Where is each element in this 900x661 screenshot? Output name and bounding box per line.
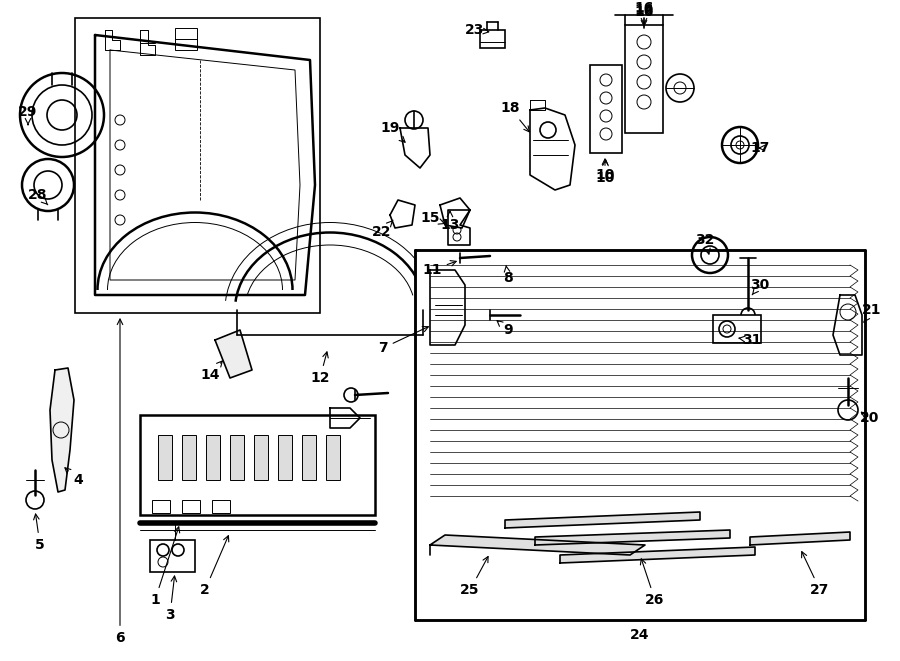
Bar [175, 28, 197, 50]
Polygon shape [390, 200, 415, 228]
Bar [206, 435, 220, 480]
Polygon shape [50, 368, 74, 492]
Bar [500, 260, 552, 315]
Text: 20: 20 [860, 411, 879, 425]
Text: 16: 16 [634, 5, 653, 26]
Text: 6: 6 [115, 319, 125, 645]
Text: 25: 25 [460, 557, 488, 597]
Text: 4: 4 [65, 468, 83, 487]
Text: 27: 27 [802, 552, 830, 597]
Text: 10: 10 [595, 159, 615, 185]
Text: 19: 19 [381, 121, 405, 142]
Text: 17: 17 [751, 141, 770, 155]
Bar [182, 500, 200, 513]
Text: 8: 8 [503, 266, 513, 285]
Text: 5: 5 [33, 514, 45, 552]
Bar [713, 315, 761, 343]
Polygon shape [330, 408, 360, 428]
Text: 18: 18 [500, 101, 529, 132]
Bar [75, 18, 320, 313]
Bar [230, 435, 244, 480]
Text: 28: 28 [28, 188, 48, 205]
Text: 21: 21 [862, 303, 882, 322]
Bar [150, 540, 195, 572]
Polygon shape [560, 547, 755, 563]
Bar [152, 500, 170, 513]
Polygon shape [440, 198, 470, 228]
Text: 3: 3 [166, 576, 176, 622]
Bar [182, 435, 196, 480]
Polygon shape [505, 512, 700, 528]
Text: 32: 32 [696, 233, 715, 254]
Text: 24: 24 [630, 628, 650, 642]
Polygon shape [448, 210, 470, 245]
Polygon shape [215, 330, 252, 378]
Text: 15: 15 [420, 211, 446, 225]
Polygon shape [535, 530, 730, 545]
Text: 31: 31 [739, 333, 761, 347]
Text: 30: 30 [751, 278, 770, 295]
Polygon shape [530, 108, 575, 190]
Bar [254, 435, 268, 480]
Text: 14: 14 [200, 361, 222, 382]
Bar [480, 30, 505, 48]
Bar [140, 415, 375, 515]
Text: 11: 11 [422, 260, 456, 277]
Bar [438, 298, 454, 307]
Polygon shape [430, 535, 645, 555]
Text: 16: 16 [634, 1, 653, 15]
Bar [438, 285, 454, 294]
Polygon shape [530, 100, 545, 110]
Text: 10: 10 [595, 160, 615, 182]
Bar [590, 65, 622, 153]
Bar [625, 25, 663, 133]
Text: 13: 13 [440, 212, 460, 232]
Bar [438, 324, 454, 333]
Polygon shape [415, 250, 865, 620]
Text: 22: 22 [373, 220, 393, 239]
Text: 9: 9 [497, 321, 513, 337]
Polygon shape [430, 270, 465, 345]
Polygon shape [95, 35, 315, 295]
Polygon shape [833, 295, 862, 355]
Polygon shape [750, 532, 850, 545]
Text: 7: 7 [378, 327, 428, 355]
Bar [278, 435, 292, 480]
Bar [438, 311, 454, 320]
Text: 2: 2 [200, 535, 229, 597]
Bar [158, 435, 172, 480]
Text: 26: 26 [641, 559, 665, 607]
Text: 23: 23 [465, 23, 489, 37]
Bar [326, 435, 340, 480]
Text: 1: 1 [150, 527, 180, 607]
Text: 12: 12 [310, 352, 329, 385]
Polygon shape [400, 128, 430, 168]
Text: 16: 16 [634, 3, 653, 17]
Text: 29: 29 [18, 105, 38, 125]
Bar [212, 500, 230, 513]
Bar [302, 435, 316, 480]
